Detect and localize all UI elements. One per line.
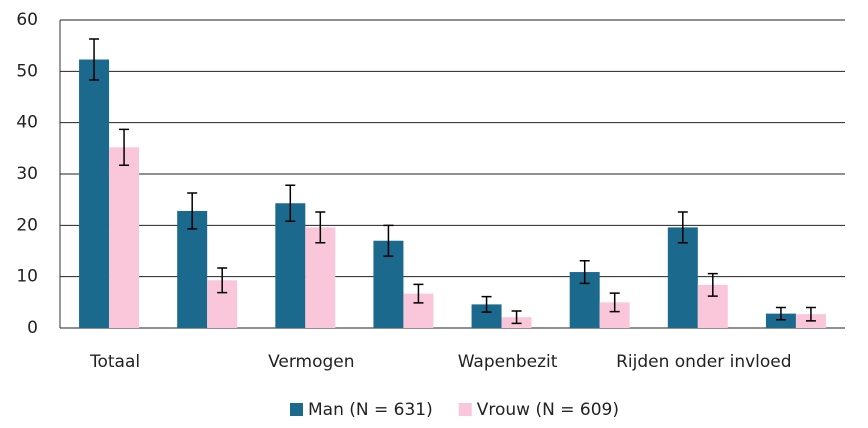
y-tick-label: 20 <box>16 215 38 235</box>
x-tick-label: Totaal <box>89 352 140 372</box>
bar <box>305 227 336 328</box>
bar <box>109 147 140 328</box>
x-tick-label: Vermogen <box>268 352 354 372</box>
error-bar <box>677 211 688 244</box>
bar <box>177 210 208 328</box>
error-bar <box>805 306 816 322</box>
legend-swatch <box>290 403 303 416</box>
y-tick-label: 10 <box>16 267 38 287</box>
bar <box>471 304 502 328</box>
error-bar <box>89 38 100 81</box>
y-tick-label: 30 <box>16 164 38 184</box>
error-bar <box>187 192 198 230</box>
x-tick-label: Rijden onder invloed <box>616 352 791 372</box>
legend-label: Vrouw (N = 609) <box>477 400 619 420</box>
error-bar <box>315 211 326 244</box>
y-tick-label: 50 <box>16 61 38 81</box>
bar <box>275 203 306 328</box>
y-tick-label: 0 <box>27 318 38 338</box>
error-bar <box>119 128 130 167</box>
error-bar <box>285 184 296 222</box>
error-bar <box>511 310 522 325</box>
error-bar <box>413 283 424 304</box>
error-bar <box>217 267 228 294</box>
error-bar <box>775 306 786 321</box>
error-bar <box>481 295 492 313</box>
x-tick-label: Wapenbezit <box>458 352 558 372</box>
legend-swatch <box>458 403 472 416</box>
legend-label: Man (N = 631) <box>308 400 433 420</box>
bar <box>79 59 110 328</box>
error-bar <box>609 292 620 313</box>
y-tick-label: 40 <box>16 113 38 133</box>
error-bar <box>579 260 590 285</box>
y-tick-label: 60 <box>16 10 38 30</box>
bar <box>667 227 698 328</box>
error-bar <box>383 224 394 257</box>
error-bar <box>707 272 718 297</box>
bar <box>765 313 796 328</box>
